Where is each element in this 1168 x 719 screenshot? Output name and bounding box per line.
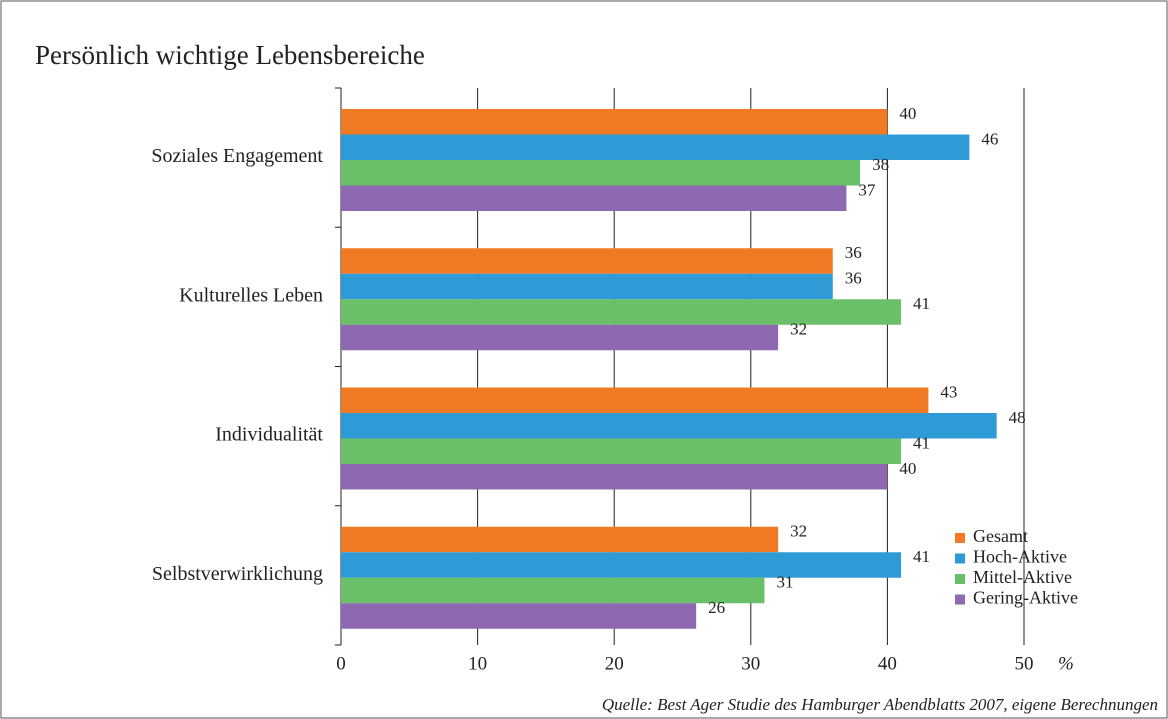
bar — [341, 134, 970, 160]
y-tick-label: Kulturelles Leben — [179, 284, 323, 306]
x-tick-label: 40 — [878, 653, 897, 674]
source-note: Quelle: Best Ager Studie des Hamburger A… — [602, 695, 1158, 714]
bar — [341, 273, 833, 300]
value-label: 26 — [708, 598, 725, 617]
value-label: 37 — [858, 180, 876, 199]
bar — [341, 387, 929, 413]
x-tick-label: 10 — [468, 653, 487, 674]
bar — [341, 324, 779, 351]
value-label: 31 — [776, 573, 793, 592]
bar — [341, 603, 697, 629]
legend-swatch — [955, 553, 965, 564]
bar — [341, 248, 833, 274]
legend-label: Gering-Aktive — [973, 588, 1078, 608]
value-label: 36 — [845, 243, 862, 262]
legend-swatch — [955, 594, 965, 605]
legend-label: Gesamt — [973, 526, 1028, 546]
bar — [341, 438, 902, 464]
value-label: 32 — [790, 320, 807, 339]
value-label: 43 — [940, 382, 957, 401]
value-label: 38 — [872, 155, 889, 174]
bar — [341, 299, 902, 325]
value-label: 36 — [845, 269, 862, 288]
bar — [341, 526, 779, 553]
y-tick-label: Soziales Engagement — [151, 145, 323, 167]
value-label: 46 — [981, 129, 998, 148]
value-label: 48 — [1009, 408, 1026, 427]
y-tick-label: Individualität — [215, 424, 323, 446]
value-label: 41 — [913, 547, 930, 566]
y-tick-label: Selbstverwirklichung — [152, 563, 323, 585]
value-label: 40 — [899, 459, 916, 478]
x-axis-label: % — [1058, 653, 1074, 674]
value-label: 41 — [913, 294, 930, 313]
x-tick-label: 30 — [741, 653, 760, 674]
bar — [341, 577, 765, 604]
bar — [341, 552, 902, 578]
x-tick-label: 0 — [336, 653, 346, 674]
legend-swatch — [955, 533, 965, 543]
legend-swatch — [955, 574, 965, 584]
bar — [341, 464, 888, 490]
chart-title: Persönlich wichtige Lebensbereiche — [35, 40, 425, 70]
legend-label: Hoch-Aktive — [973, 547, 1067, 567]
bar — [341, 109, 888, 135]
value-label: 40 — [899, 104, 916, 123]
x-tick-label: 20 — [605, 653, 624, 674]
value-label: 32 — [790, 522, 807, 541]
bar — [341, 160, 861, 186]
bar — [341, 413, 997, 439]
value-label: 41 — [913, 433, 930, 452]
x-tick-label: 50 — [1015, 653, 1034, 674]
legend-label: Mittel-Aktive — [973, 567, 1072, 587]
bar — [341, 185, 847, 211]
